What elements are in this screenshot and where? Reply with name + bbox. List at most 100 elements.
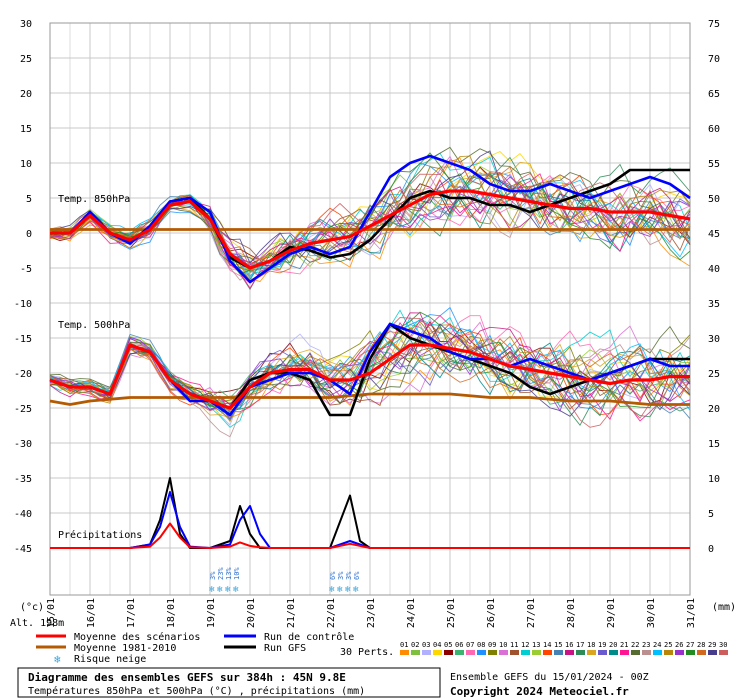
y-left-tick-label: -35 (14, 474, 32, 485)
x-tick-label: 17/01 (126, 598, 137, 628)
perturbation-number: 24 (653, 641, 661, 649)
perturbation-swatch (466, 650, 475, 655)
x-tick-label: 23/01 (366, 598, 377, 628)
snowflake-icon: ❄ (217, 585, 223, 595)
perturbation-swatch (433, 650, 442, 655)
perturbation-number: 04 (433, 641, 441, 649)
snowflake-icon: ❄ (337, 585, 343, 595)
y-left-tick-label: -40 (14, 509, 32, 520)
y-left-tick-label: 10 (20, 159, 32, 170)
y-right-tick-label: 70 (708, 54, 720, 65)
x-tick-label: 21/01 (286, 598, 297, 628)
copyright-label: Copyright 2024 Meteociel.fr (450, 685, 629, 698)
perturbation-line (49, 176, 691, 279)
perturbation-number: 01 (400, 641, 408, 649)
y-left-tick-label: 30 (20, 19, 32, 30)
perturbation-swatch (609, 650, 618, 655)
perturbation-swatch (510, 650, 519, 655)
perturbation-number: 28 (697, 641, 705, 649)
perturbation-swatch (598, 650, 607, 655)
y-left-tick-label: 5 (26, 194, 32, 205)
y-right-tick-label: 50 (708, 194, 720, 205)
perturbation-number: 09 (488, 641, 496, 649)
perturbation-number: 27 (686, 641, 694, 649)
perturbation-swatch (554, 650, 563, 655)
unit-celsius: (°c) (20, 602, 44, 613)
y-left-tick-label: 25 (20, 54, 32, 65)
unit-mm: (mm) (712, 602, 736, 613)
perturbation-line (49, 317, 691, 428)
perturbation-swatch (697, 650, 706, 655)
altitude-label: Alt. 198m (10, 618, 64, 629)
precip-label: Précipitations (58, 529, 142, 541)
perturbation-number: 02 (411, 641, 419, 649)
x-tick-label: 25/01 (446, 598, 457, 628)
temp850-label: Temp. 850hPa (58, 194, 130, 205)
perturbation-line (49, 178, 691, 281)
perturbation-swatch (642, 650, 651, 655)
legend-gfs-label: Run GFS (264, 643, 306, 654)
perts-label: 30 Perts. (340, 647, 394, 658)
perturbation-number: 18 (587, 641, 595, 649)
perturbation-number: 21 (620, 641, 628, 649)
perturbation-number: 11 (510, 641, 518, 649)
y-right-tick-label: 10 (708, 474, 720, 485)
series-line-precip (50, 477, 690, 549)
perturbation-swatch (719, 650, 728, 655)
x-tick-label: 19/01 (206, 598, 217, 628)
snowflake-icon: ❄ (54, 653, 61, 666)
x-tick-label: 26/01 (486, 598, 497, 628)
y-right-tick-label: 25 (708, 369, 720, 380)
snowflake-icon: ❄ (209, 585, 215, 595)
perturbation-number: 13 (532, 641, 540, 649)
series-line-t850 (50, 154, 691, 284)
legend-control-label: Run de contrôle (264, 631, 354, 643)
snowflake-icon: ❄ (345, 585, 351, 595)
perturbation-swatch (532, 650, 541, 655)
perturbation-number: 03 (422, 641, 430, 649)
x-tick-label: 22/01 (326, 598, 337, 628)
perturbation-number: 06 (455, 641, 463, 649)
y-left-tick-label: -30 (14, 439, 32, 450)
y-right-tick-label: 55 (708, 159, 720, 170)
chart-title: Diagramme des ensembles GEFS sur 384h : … (28, 671, 346, 684)
perturbation-number: 20 (609, 641, 617, 649)
perturbation-number: 05 (444, 641, 452, 649)
perturbation-number: 12 (521, 641, 529, 649)
x-tick-label: 24/01 (406, 598, 417, 628)
perturbation-swatch (455, 650, 464, 655)
legend-mean-label: Moyenne des scénarios (74, 631, 200, 643)
perturbation-swatch (444, 650, 453, 655)
y-left-tick-label: -25 (14, 404, 32, 415)
perturbation-swatch (653, 650, 662, 655)
perturbation-number: 19 (598, 641, 606, 649)
y-left-tick-label: -5 (20, 264, 32, 275)
perturbation-swatch (576, 650, 585, 655)
y-left-tick-label: -10 (14, 299, 32, 310)
x-tick-label: 28/01 (566, 598, 577, 628)
y-right-tick-label: 45 (708, 229, 720, 240)
perturbation-swatch (631, 650, 640, 655)
x-tick-label: 30/01 (646, 598, 657, 628)
perturbation-swatch (543, 650, 552, 655)
y-right-tick-label: 15 (708, 439, 720, 450)
snow-risk-percent: 3% (345, 571, 353, 580)
perturbation-number: 14 (543, 641, 551, 649)
snowflake-icon: ❄ (329, 585, 335, 595)
y-right-tick-label: 75 (708, 19, 720, 30)
ensemble-run-label: Ensemble GEFS du 15/01/2024 - 00Z (450, 672, 649, 683)
perturbation-number: 15 (554, 641, 562, 649)
perturbation-number: 29 (708, 641, 716, 649)
perturbation-number: 07 (466, 641, 474, 649)
y-left-tick-label: -45 (14, 544, 32, 555)
snowflake-icon: ❄ (353, 585, 359, 595)
series-line-precip (50, 522, 690, 549)
perturbation-swatch (587, 650, 596, 655)
perturbation-number: 30 (719, 641, 727, 649)
y-right-tick-label: 30 (708, 334, 720, 345)
y-right-tick-label: 20 (708, 404, 720, 415)
x-tick-label: 29/01 (606, 598, 617, 628)
perturbation-swatch (521, 650, 530, 655)
